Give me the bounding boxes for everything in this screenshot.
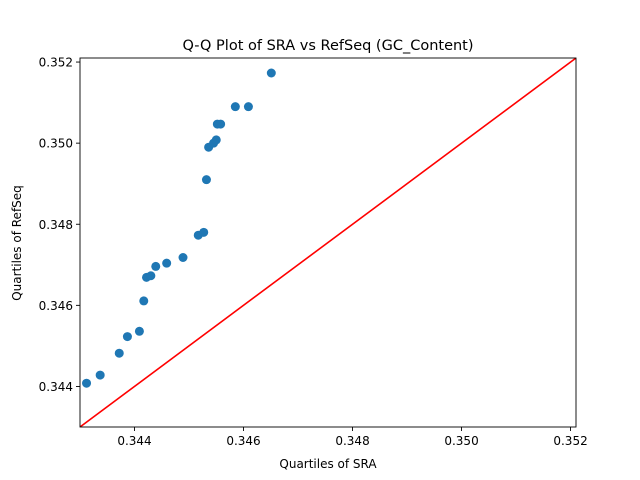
- y-tick-label: 0.344: [39, 380, 73, 394]
- data-point: [211, 135, 221, 145]
- y-tick-label: 0.352: [39, 56, 73, 70]
- x-tick-label: 0.344: [117, 434, 151, 448]
- y-tick-label: 0.346: [39, 299, 73, 313]
- data-point: [122, 332, 132, 342]
- data-point: [230, 102, 240, 112]
- data-point: [139, 296, 149, 306]
- data-point: [266, 68, 276, 78]
- data-point: [201, 175, 211, 185]
- x-tick-label: 0.348: [335, 434, 369, 448]
- data-point: [95, 370, 105, 380]
- y-tick-label: 0.348: [39, 218, 73, 232]
- data-point: [216, 119, 226, 129]
- plot-area: 0.344 0.344 0.346 0.346 0.348 0.348 0.350 0.350…: [39, 56, 588, 448]
- data-point: [151, 261, 161, 271]
- data-point: [162, 258, 172, 268]
- data-point: [243, 102, 253, 112]
- data-point: [82, 378, 92, 388]
- x-tick-label: 0.346: [226, 434, 260, 448]
- data-point: [178, 253, 188, 263]
- x-axis-label: Quartiles of SRA: [279, 457, 377, 471]
- axes-frame: [79, 57, 577, 428]
- data-point: [134, 326, 144, 336]
- reference-line: [80, 58, 576, 427]
- data-point: [114, 348, 124, 358]
- x-tick-label: 0.350: [444, 434, 478, 448]
- x-tick-label: 0.352: [553, 434, 587, 448]
- y-axis-label: Quartiles of RefSeq: [10, 185, 24, 301]
- data-point: [199, 227, 209, 237]
- data-point: [146, 271, 156, 281]
- y-tick-label: 0.350: [39, 137, 73, 151]
- chart-title: Q-Q Plot of SRA vs RefSeq (GC_Content): [182, 38, 473, 54]
